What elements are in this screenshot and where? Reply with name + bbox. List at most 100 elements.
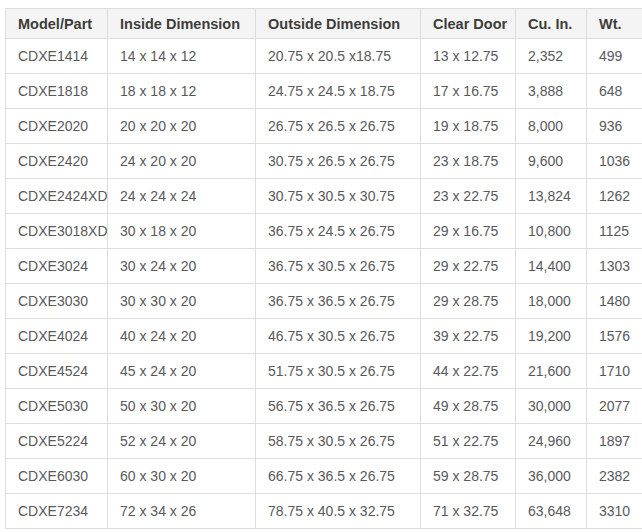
column-header-model: Model/Part: [6, 9, 108, 39]
cell-outside: 20.75 x 20.5 x18.75: [256, 39, 421, 74]
cell-clear_door: 59 x 28.75: [421, 459, 516, 494]
table-row: CDXE2424XD24 x 24 x 2430.75 x 30.5 x 30.…: [6, 179, 642, 214]
cell-cu_in: 14,400: [516, 249, 587, 284]
table-row: CDXE603060 x 30 x 2066.75 x 36.5 x 26.75…: [6, 459, 642, 494]
cell-inside: 24 x 24 x 24: [108, 179, 256, 214]
cell-wt: 1897: [587, 424, 642, 459]
cell-clear_door: 29 x 28.75: [421, 284, 516, 319]
cell-cu_in: 13,824: [516, 179, 587, 214]
cell-cu_in: 30,000: [516, 389, 587, 424]
cell-outside: 78.75 x 40.5 x 32.75: [256, 494, 421, 529]
cell-wt: 499: [587, 39, 642, 74]
cell-model: CDXE5030: [6, 389, 108, 424]
cell-model: CDXE1818: [6, 74, 108, 109]
cell-inside: 30 x 30 x 20: [108, 284, 256, 319]
cell-outside: 30.75 x 30.5 x 30.75: [256, 179, 421, 214]
cell-clear_door: 29 x 16.75: [421, 214, 516, 249]
cell-clear_door: 71 x 32.75: [421, 494, 516, 529]
table-row: CDXE452445 x 24 x 2051.75 x 30.5 x 26.75…: [6, 354, 642, 389]
cell-inside: 14 x 14 x 12: [108, 39, 256, 74]
column-header-wt: Wt.: [587, 9, 642, 39]
cell-outside: 58.75 x 30.5 x 26.75: [256, 424, 421, 459]
cell-clear_door: 51 x 22.75: [421, 424, 516, 459]
column-header-inside: Inside Dimension: [108, 9, 256, 39]
cell-wt: 1262: [587, 179, 642, 214]
cell-cu_in: 24,960: [516, 424, 587, 459]
cell-wt: 2077: [587, 389, 642, 424]
cell-model: CDXE4024: [6, 319, 108, 354]
table-row: CDXE723472 x 34 x 2678.75 x 40.5 x 32.75…: [6, 494, 642, 529]
cell-clear_door: 23 x 22.75: [421, 179, 516, 214]
cell-model: CDXE4524: [6, 354, 108, 389]
cell-model: CDXE1414: [6, 39, 108, 74]
cell-cu_in: 10,800: [516, 214, 587, 249]
cell-inside: 50 x 30 x 20: [108, 389, 256, 424]
cell-wt: 1710: [587, 354, 642, 389]
cell-outside: 30.75 x 26.5 x 26.75: [256, 144, 421, 179]
table-row: CDXE302430 x 24 x 2036.75 x 30.5 x 26.75…: [6, 249, 642, 284]
cell-model: CDXE3030: [6, 284, 108, 319]
cell-cu_in: 3,888: [516, 74, 587, 109]
table-row: CDXE202020 x 20 x 2026.75 x 26.5 x 26.75…: [6, 109, 642, 144]
page: Model/PartInside DimensionOutside Dimens…: [0, 0, 642, 532]
cell-cu_in: 21,600: [516, 354, 587, 389]
table-row: CDXE402440 x 24 x 2046.75 x 30.5 x 26.75…: [6, 319, 642, 354]
cell-model: CDXE2020: [6, 109, 108, 144]
cell-outside: 26.75 x 26.5 x 26.75: [256, 109, 421, 144]
table-row: CDXE141414 x 14 x 1220.75 x 20.5 x18.751…: [6, 39, 642, 74]
cell-wt: 1480: [587, 284, 642, 319]
column-header-clear_door: Clear Door: [421, 9, 516, 39]
cell-wt: 1125: [587, 214, 642, 249]
cell-wt: 2382: [587, 459, 642, 494]
cell-clear_door: 44 x 22.75: [421, 354, 516, 389]
cell-outside: 24.75 x 24.5 x 18.75: [256, 74, 421, 109]
cell-model: CDXE7234: [6, 494, 108, 529]
cell-model: CDXE6030: [6, 459, 108, 494]
cell-clear_door: 39 x 22.75: [421, 319, 516, 354]
column-header-outside: Outside Dimension: [256, 9, 421, 39]
cell-clear_door: 13 x 12.75: [421, 39, 516, 74]
cell-outside: 36.75 x 30.5 x 26.75: [256, 249, 421, 284]
table-row: CDXE3018XD30 x 18 x 2036.75 x 24.5 x 26.…: [6, 214, 642, 249]
cell-inside: 24 x 20 x 20: [108, 144, 256, 179]
cell-inside: 72 x 34 x 26: [108, 494, 256, 529]
cell-inside: 60 x 30 x 20: [108, 459, 256, 494]
cell-cu_in: 8,000: [516, 109, 587, 144]
cell-model: CDXE2424XD: [6, 179, 108, 214]
cell-wt: 3310: [587, 494, 642, 529]
cell-wt: 1303: [587, 249, 642, 284]
cell-clear_door: 29 x 22.75: [421, 249, 516, 284]
cell-cu_in: 9,600: [516, 144, 587, 179]
cell-wt: 1576: [587, 319, 642, 354]
cell-cu_in: 19,200: [516, 319, 587, 354]
cell-inside: 30 x 24 x 20: [108, 249, 256, 284]
cell-outside: 46.75 x 30.5 x 26.75: [256, 319, 421, 354]
cell-outside: 66.75 x 36.5 x 26.75: [256, 459, 421, 494]
table-row: CDXE242024 x 20 x 2030.75 x 26.5 x 26.75…: [6, 144, 642, 179]
cell-clear_door: 19 x 18.75: [421, 109, 516, 144]
cell-clear_door: 23 x 18.75: [421, 144, 516, 179]
table-row: CDXE522452 x 24 x 2058.75 x 30.5 x 26.75…: [6, 424, 642, 459]
table-row: CDXE503050 x 30 x 2056.75 x 36.5 x 26.75…: [6, 389, 642, 424]
cell-cu_in: 18,000: [516, 284, 587, 319]
cell-inside: 20 x 20 x 20: [108, 109, 256, 144]
cell-cu_in: 36,000: [516, 459, 587, 494]
cell-model: CDXE5224: [6, 424, 108, 459]
cell-cu_in: 63,648: [516, 494, 587, 529]
cell-wt: 1036: [587, 144, 642, 179]
column-header-cu_in: Cu. In.: [516, 9, 587, 39]
cell-outside: 36.75 x 36.5 x 26.75: [256, 284, 421, 319]
table-header-row: Model/PartInside DimensionOutside Dimens…: [6, 9, 642, 39]
table-row: CDXE181818 x 18 x 1224.75 x 24.5 x 18.75…: [6, 74, 642, 109]
cell-inside: 52 x 24 x 20: [108, 424, 256, 459]
cell-inside: 18 x 18 x 12: [108, 74, 256, 109]
cell-inside: 45 x 24 x 20: [108, 354, 256, 389]
table-row: CDXE303030 x 30 x 2036.75 x 36.5 x 26.75…: [6, 284, 642, 319]
cell-model: CDXE3024: [6, 249, 108, 284]
cell-outside: 36.75 x 24.5 x 26.75: [256, 214, 421, 249]
table-body: CDXE141414 x 14 x 1220.75 x 20.5 x18.751…: [6, 39, 642, 529]
cell-cu_in: 2,352: [516, 39, 587, 74]
cell-wt: 936: [587, 109, 642, 144]
cell-outside: 56.75 x 36.5 x 26.75: [256, 389, 421, 424]
cell-model: CDXE3018XD: [6, 214, 108, 249]
